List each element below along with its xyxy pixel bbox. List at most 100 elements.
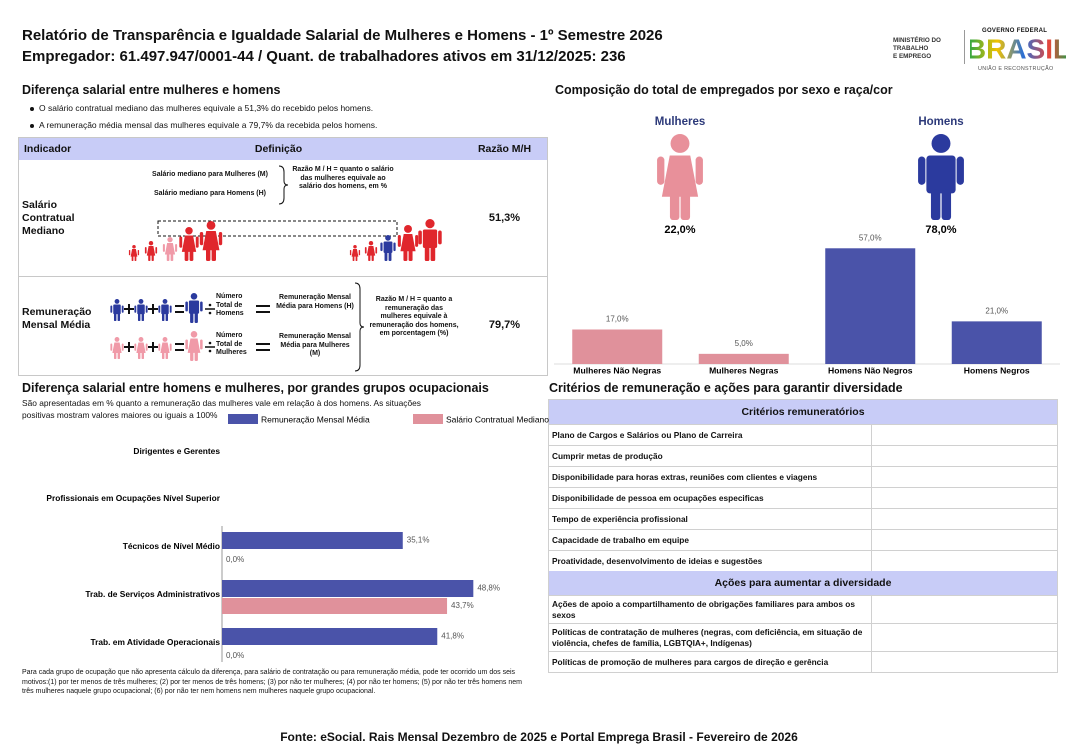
ministry-line: MINISTÉRIO DO	[893, 37, 941, 44]
row-divider	[19, 276, 547, 277]
leg	[680, 189, 691, 220]
criteria-text: Capacidade de trabalho em equipe	[549, 530, 872, 550]
category-label: Profissionais em Ocupações Nível Superio…	[46, 493, 220, 503]
category-label: Trab. em Atividade Operacionais	[90, 637, 220, 647]
criteria-text: Tempo de experiência profissional	[549, 509, 872, 529]
ratio-value: 79,7%	[488, 319, 521, 331]
logo-separator	[964, 30, 965, 64]
criteria-icons	[872, 446, 1057, 466]
man-icon	[918, 134, 964, 220]
category-label: Mulheres Negras	[709, 365, 778, 375]
report-subtitle: Empregador: 61.497.947/0001-44 / Quant. …	[22, 48, 626, 65]
ministry-logo: MINISTÉRIO DO TRABALHO E EMPREGO	[893, 37, 941, 61]
bullet: O salário contratual mediano das mulhere…	[30, 103, 373, 113]
group-share: 22,0%	[664, 224, 695, 236]
value-label: 43,7%	[451, 601, 474, 610]
value-label: 0,0%	[226, 555, 244, 564]
criteria-row: Disponibilidade de pessoa em ocupações e…	[549, 487, 1057, 508]
ratio-value: 51,3%	[488, 212, 521, 224]
bar	[825, 248, 916, 364]
arm	[657, 156, 665, 185]
bar	[222, 628, 438, 645]
woman-icon	[657, 134, 703, 220]
value-label: 48,8%	[477, 584, 500, 593]
category-label: Mulheres Não Negras	[573, 365, 661, 375]
value-label: 35,1%	[407, 536, 430, 545]
criteria-row: Políticas de contratação de mulheres (ne…	[549, 623, 1057, 651]
head	[931, 134, 951, 153]
chart-subtitle: São apresentadas em % quanto a remuneraç…	[22, 398, 421, 420]
criteria-text: Políticas de contratação de mulheres (ne…	[549, 624, 872, 651]
section-title: Critérios de remuneração e ações para ga…	[549, 381, 903, 395]
indicator: Salário Contratual Mediano	[22, 199, 75, 237]
criteria-icons	[872, 488, 1057, 508]
arm	[695, 156, 703, 185]
criteria-icons	[872, 652, 1057, 672]
criteria-text: Disponibilidade para horas extras, reuni…	[549, 467, 872, 487]
value-label: 41,8%	[441, 632, 464, 641]
report-title: Relatório de Transparência e Igualdade S…	[22, 27, 663, 44]
criteria-table: Critérios remuneratórios Plano de Cargos …	[548, 399, 1058, 673]
column-header: Indicador	[24, 143, 72, 155]
criteria-text: Proatividade, desenvolvimento de ideias …	[549, 551, 872, 571]
bar	[222, 598, 448, 614]
bar	[951, 321, 1042, 364]
value-label: 17,0%	[606, 315, 629, 324]
criteria-heading: Critérios remuneratórios	[549, 400, 1057, 424]
group-name: Mulheres	[655, 116, 706, 128]
value-label: 0,0%	[226, 651, 244, 660]
criteria-row: Proatividade, desenvolvimento de ideias …	[549, 550, 1057, 571]
head	[670, 134, 690, 153]
criteria-row: Plano de Cargos e Salários ou Plano de C…	[549, 424, 1057, 445]
criteria-icons	[872, 624, 1057, 651]
criteria-row: Cumprir metas de produção	[549, 445, 1057, 466]
leg	[669, 189, 680, 220]
value-label: 57,0%	[859, 233, 882, 242]
definition-note: Salário mediano para Mulheres (M)	[152, 171, 268, 178]
chart-note: Para cada grupo de ocupação que não apre…	[22, 669, 522, 695]
bar	[572, 329, 663, 364]
category-label: Técnicos de Nível Médio	[123, 541, 220, 551]
brand-text: BRASIL	[970, 34, 1066, 64]
criteria-icons	[872, 509, 1057, 529]
section-title: Diferença salarial entre mulheres e home…	[22, 83, 281, 97]
criteria-text: Plano de Cargos e Salários ou Plano de C…	[549, 425, 872, 445]
criteria-icons	[872, 596, 1057, 623]
category-label: Homens Negros	[964, 365, 1030, 375]
definition-note: Número Total de Homens	[216, 293, 244, 317]
value-label: 5,0%	[735, 339, 753, 348]
tagline: UNIÃO E RECONSTRUÇÃO	[978, 66, 1054, 72]
leg	[930, 189, 941, 220]
category-label: Trab. de Serviços Administrativos	[85, 589, 220, 599]
arm	[956, 156, 964, 185]
dress	[661, 155, 699, 197]
ministry-line: TRABALHO	[893, 45, 929, 52]
criteria-row: Tempo de experiência profissional	[549, 508, 1057, 529]
criteria-icons	[872, 467, 1057, 487]
ministry-line: E EMPREGO	[893, 53, 932, 60]
legend-label: Salário Contratual Mediano	[446, 414, 549, 424]
torso	[926, 155, 956, 194]
value-label: 21,0%	[985, 306, 1008, 315]
bullet: A remuneração média mensal das mulheres …	[30, 120, 377, 130]
ratio-note: Razão M / H = quanto o salário das mulhe…	[292, 166, 394, 190]
chart-title: Composição do total de empregados por se…	[555, 83, 893, 97]
definition-note: Número Total de Mulheres	[216, 332, 247, 356]
group-name: Homens	[918, 116, 963, 128]
brand-logo: BRASIL	[970, 34, 1066, 64]
criteria-row: Políticas de promoção de mulheres para c…	[549, 651, 1057, 672]
group-share: 78,0%	[925, 224, 956, 236]
source: Fonte: eSocial. Rais Mensal Dezembro de …	[280, 730, 798, 744]
criteria-heading: Ações para aumentar a diversidade	[549, 571, 1057, 595]
column-header: Definição	[254, 143, 303, 155]
criteria-text: Ações de apoio a compartilhamento de obr…	[549, 596, 872, 623]
chart-title: Diferença salarial entre homens e mulher…	[22, 381, 489, 395]
criteria-row: Capacidade de trabalho em equipe	[549, 529, 1057, 550]
criteria-row: Disponibilidade para horas extras, reuni…	[549, 466, 1057, 487]
indicator: Remuneração Mensal Média	[22, 306, 92, 331]
leg	[941, 189, 952, 220]
category-label: Homens Não Negros	[828, 365, 913, 375]
gap-table-header	[19, 138, 547, 160]
criteria-row: Ações de apoio a compartilhamento de obr…	[549, 595, 1057, 623]
